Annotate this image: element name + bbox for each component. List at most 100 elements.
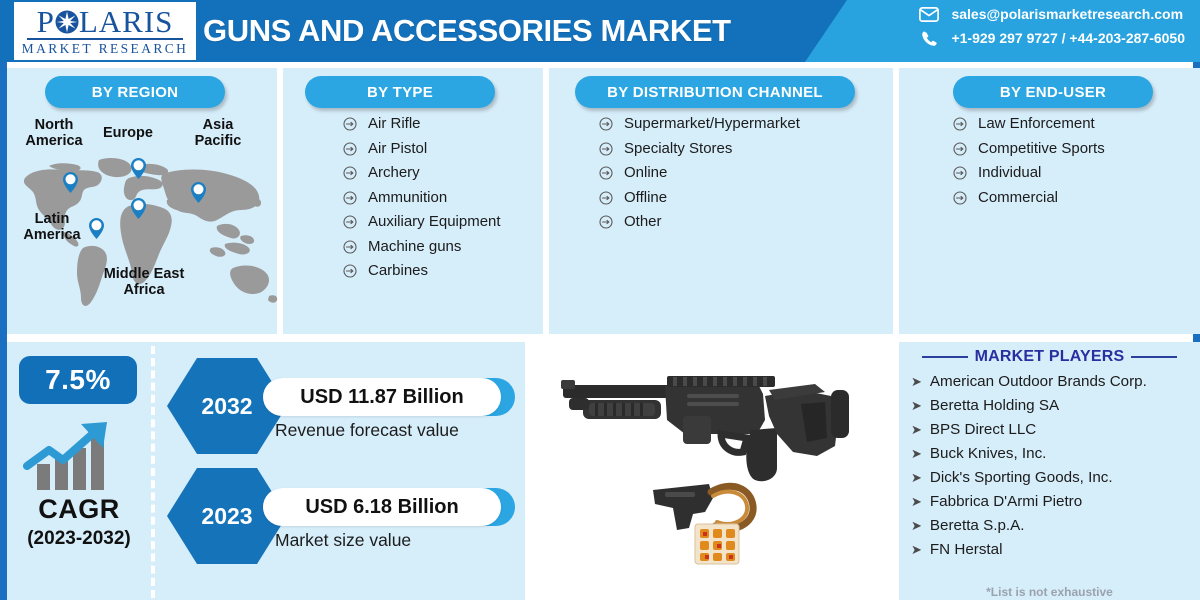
page-title: GUNS AND ACCESSORIES MARKET: [203, 13, 731, 48]
product-image-area: [525, 342, 899, 600]
list-item: ➤ Beretta S.p.A.: [911, 516, 1200, 535]
contact-email: sales@polarismarketresearch.com: [951, 6, 1184, 22]
list-item: ➤ FN Herstal: [911, 540, 1200, 559]
player-name: BPS Direct LLC: [929, 421, 1037, 438]
list-item-label: Law Enforcement: [978, 115, 1095, 132]
circle-arrow-icon: [953, 117, 967, 131]
region-label-middle-east-africa: Middle East Africa: [103, 266, 185, 298]
logo-letter-p: P: [36, 4, 55, 40]
growth-chart-icon: [23, 420, 135, 492]
panel-title-by-type: BY TYPE: [305, 76, 495, 108]
contact-phone: +1-929 297 9727 / +44-203-287-6050: [951, 30, 1185, 46]
list-item-label: Commercial: [978, 188, 1059, 206]
envelope-icon: [918, 7, 940, 22]
world-map-graphic: [23, 158, 278, 306]
circle-arrow-icon: [599, 117, 613, 131]
list-item-label: Carbines: [368, 262, 429, 279]
region-label-europe: Europe: [103, 125, 153, 141]
list-item-label: Archery: [368, 164, 420, 181]
player-name: American Outdoor Brands Corp.: [929, 373, 1147, 390]
circle-arrow-icon: [599, 215, 613, 229]
region-label-asia-pacific: Asia Pacific: [194, 117, 242, 149]
list-item-label: Auxiliary Equipment: [368, 213, 501, 230]
cagr-value-badge: 7.5%: [19, 356, 137, 404]
list-item: Specialty Stores: [599, 139, 893, 158]
by-channel-list: Supermarket/Hypermarket Specialty Stores…: [599, 115, 893, 239]
chevron-right-icon: ➤: [911, 446, 922, 461]
stat-caption: Revenue forecast value: [275, 420, 459, 440]
list-item: ➤ BPS Direct LLC: [911, 420, 1200, 439]
by-type-list: Air Rifle Air Pistol Archery Ammunition …: [343, 115, 543, 288]
list-item-label: Online: [624, 164, 668, 181]
phone-icon: [918, 30, 940, 47]
player-name: Beretta Holding SA: [929, 397, 1060, 414]
list-item-label: Offline: [624, 188, 668, 206]
map-pin-latin-america: [89, 218, 104, 239]
list-item: Air Rifle: [343, 115, 543, 133]
map-pin-europe: [131, 158, 146, 179]
region-label-north-america: North America: [25, 117, 83, 149]
list-item: ➤ Dick's Sporting Goods, Inc.: [911, 468, 1200, 487]
circle-arrow-icon: [343, 264, 357, 278]
market-players-heading: MARKET PLAYERS: [899, 348, 1200, 366]
stat-row-2023: 2023 USD 6.18 Billion Market size value: [167, 468, 525, 568]
circle-arrow-icon: [599, 191, 613, 205]
player-name: Buck Knives, Inc.: [929, 445, 1047, 462]
world-map: North America Europe Asia Pacific Latin …: [7, 112, 278, 332]
circle-arrow-icon: [599, 142, 613, 156]
airsoft-shotgun-icon: [561, 376, 849, 565]
list-item-label: Machine guns: [368, 237, 462, 255]
list-item: Competitive Sports: [953, 139, 1200, 158]
market-players-note: *List is not exhaustive: [986, 585, 1113, 599]
logo-divider: [27, 38, 183, 41]
circle-arrow-icon: [343, 191, 357, 205]
panel-market-players: MARKET PLAYERS ➤ American Outdoor Brands…: [899, 342, 1200, 600]
panel-by-distribution-channel: BY DISTRIBUTION CHANNEL Supermarket/Hype…: [549, 68, 893, 334]
logo-wordmark: P LARIS: [37, 6, 174, 37]
panel-by-end-user: BY END-USER Law Enforcement Competitive …: [899, 68, 1200, 334]
list-item: Online: [599, 164, 893, 182]
list-item-label: Air Rifle: [368, 115, 421, 132]
region-label-latin-america: Latin America: [23, 211, 81, 243]
list-item: ➤ Beretta Holding SA: [911, 396, 1200, 415]
list-item: Archery: [343, 164, 543, 182]
player-name: Fabbrica D'Armi Pietro: [929, 493, 1083, 510]
chevron-right-icon: ➤: [911, 518, 922, 533]
stat-value: USD 6.18 Billion: [263, 488, 501, 526]
list-item-label: Air Pistol: [368, 139, 428, 157]
list-item: ➤ American Outdoor Brands Corp.: [911, 372, 1200, 391]
panel-title-by-end-user: BY END-USER: [953, 76, 1153, 108]
chevron-right-icon: ➤: [911, 398, 922, 413]
player-name: Beretta S.p.A.: [929, 517, 1025, 534]
panel-title-by-region: BY REGION: [45, 76, 225, 108]
circle-arrow-icon: [343, 142, 357, 156]
list-item: Machine guns: [343, 237, 543, 256]
contact-email-row[interactable]: sales@polarismarketresearch.com: [918, 4, 1185, 25]
map-pin-north-america: [63, 172, 78, 193]
list-item: Supermarket/Hypermarket: [599, 115, 893, 133]
panel-by-type: BY TYPE Air Rifle Air Pistol Archery Amm…: [283, 68, 543, 334]
heading-rule-left: [921, 356, 968, 358]
chevron-right-icon: ➤: [911, 470, 922, 485]
list-item: ➤ Fabbrica D'Armi Pietro: [911, 492, 1200, 511]
header-accent-shape: [805, 0, 1200, 62]
stat-caption: Market size value: [275, 530, 412, 550]
list-item: Air Pistol: [343, 139, 543, 158]
header-bar: [0, 0, 1200, 62]
circle-arrow-icon: [343, 166, 357, 180]
stat-year-hexagon: 2032: [167, 358, 287, 454]
list-item-label: Competitive Sports: [978, 139, 1105, 157]
circle-arrow-icon: [343, 117, 357, 131]
chevron-right-icon: ➤: [911, 494, 922, 509]
circle-arrow-icon: [953, 142, 967, 156]
list-item-label: Specialty Stores: [624, 139, 733, 157]
list-item-label: Supermarket/Hypermarket: [624, 115, 800, 132]
contact-phone-row[interactable]: +1-929 297 9727 / +44-203-287-6050: [918, 28, 1185, 49]
circle-arrow-icon: [343, 215, 357, 229]
dashed-divider: [151, 346, 155, 598]
cagr-label: CAGR: [38, 494, 120, 524]
list-item: Carbines: [343, 262, 543, 280]
chevron-right-icon: ➤: [911, 422, 922, 437]
polaris-logo: P LARIS MARKET RESEARCH: [14, 2, 196, 60]
